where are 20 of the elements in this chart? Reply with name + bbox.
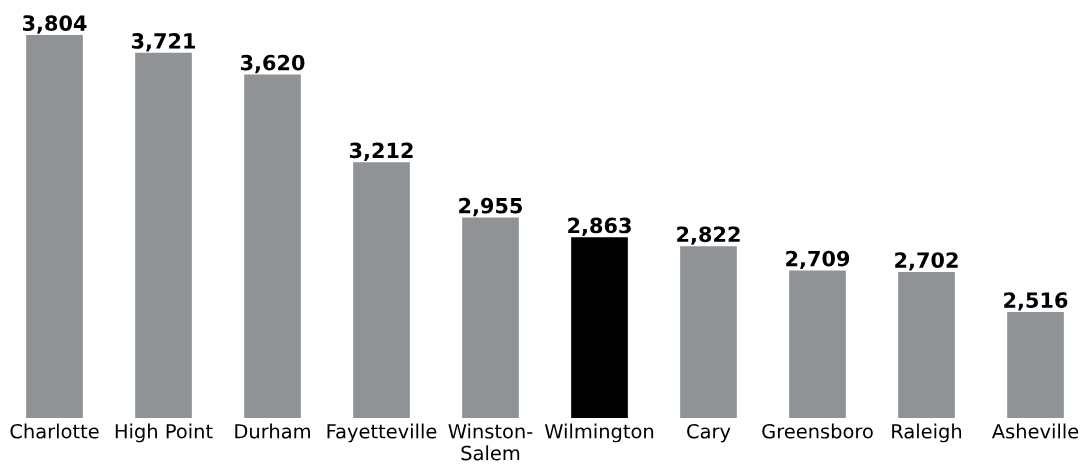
data-label: 2,516: [1004, 292, 1068, 311]
x-tick-label: Asheville: [991, 423, 1079, 439]
x-tick-label: Durham: [235, 423, 310, 439]
data-label: 2,863: [568, 217, 631, 236]
data-label: 3,804: [22, 15, 87, 34]
data-label: 3,721: [131, 33, 196, 52]
x-tick-label: Greensboro: [762, 423, 873, 439]
x-tick-label: High Point: [115, 423, 213, 443]
data-label: 2,702: [895, 252, 958, 271]
x-tick-label: Fayetteville: [327, 423, 437, 443]
data-label: 3,620: [240, 54, 305, 74]
x-tick-label: Winston- Salem: [448, 423, 533, 461]
x-tick-label: Raleigh: [892, 423, 962, 443]
data-label: 2,709: [786, 250, 850, 270]
x-tick-label: Cary: [687, 423, 731, 443]
x-tick-label: Wilmington: [544, 423, 654, 443]
data-label: 2,955: [459, 197, 522, 217]
data-label: 3,212: [349, 142, 413, 161]
x-tick-label: Charlotte: [10, 423, 99, 439]
data-label: 2,822: [677, 226, 740, 245]
